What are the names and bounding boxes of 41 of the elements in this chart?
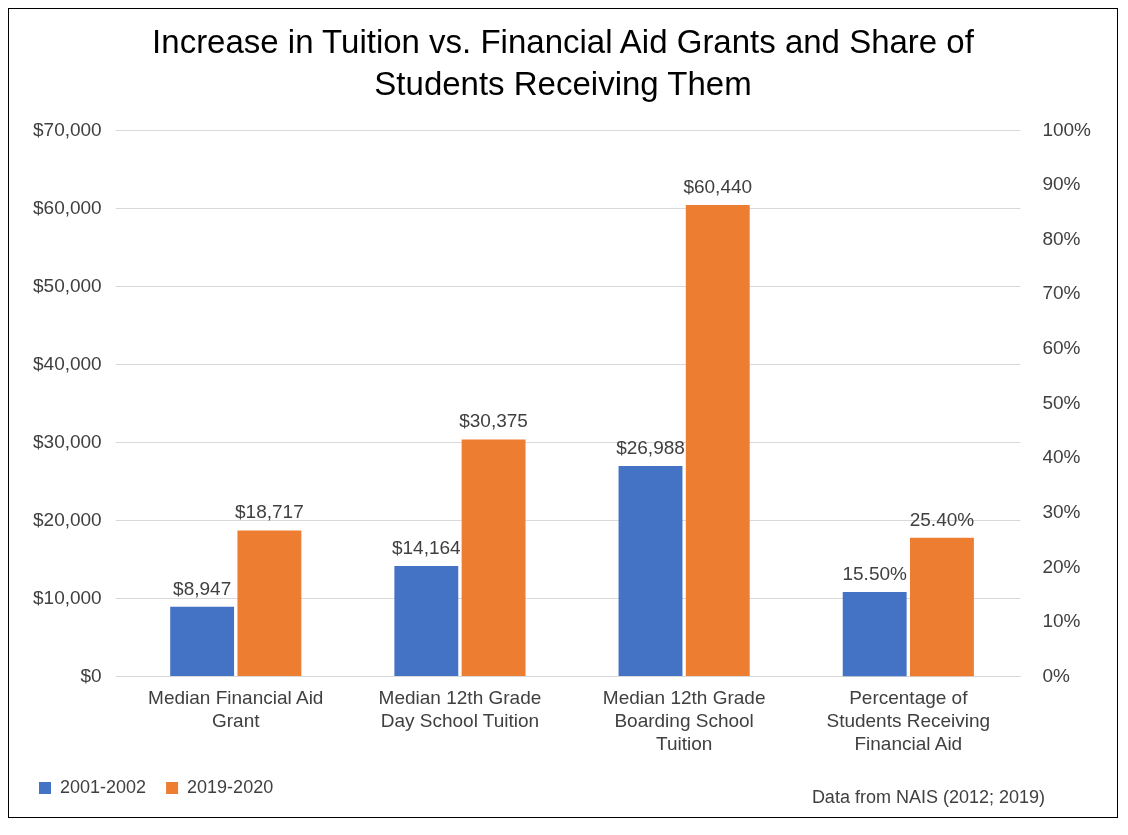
data-label: $60,440 [683, 175, 753, 197]
y2-tick-label: 80% [1042, 227, 1081, 249]
bar [618, 466, 683, 677]
text: Data from NAIS (2012; 2019) [811, 786, 1045, 807]
y-tick-label: $50,000 [32, 274, 102, 296]
y-tick-label: $20,000 [32, 508, 102, 530]
y2-tick-label: 40% [1042, 446, 1081, 468]
legend-label: 2001-2002 [60, 776, 147, 797]
x-tick-label: Percentage of Students Receiving Financial Aid [826, 687, 991, 754]
data-label: $18,717 [235, 501, 304, 523]
y-tick-label: $30,000 [32, 430, 102, 452]
y-tick-label: $70,000 [32, 118, 102, 140]
y-tick-label: $10,000 [32, 586, 102, 608]
data-label: $14,164 [391, 536, 462, 558]
y2-tick-label: 70% [1042, 282, 1081, 304]
y2-tick-label: 90% [1042, 173, 1081, 195]
y2-tick-label: 60% [1042, 337, 1081, 359]
y2-tick-label: 0% [1042, 664, 1070, 686]
bar [461, 439, 526, 677]
y-tick-label: $40,000 [32, 352, 102, 374]
data-label: 25.40% [909, 508, 975, 530]
legend-label: 2019-2020 [187, 776, 274, 797]
data-label: $26,988 [616, 436, 685, 458]
bar [685, 205, 750, 677]
data-label: 15.50% [842, 562, 908, 584]
y2-tick-label: 100% [1042, 118, 1092, 140]
bar [237, 530, 302, 677]
x-tick-label: Median 12th Grade Day School Tuition [378, 687, 542, 732]
y2-tick-label: 30% [1042, 500, 1081, 522]
data-label: $30,375 [459, 410, 528, 432]
chart-title: Increase in Tuition vs. Financial Aid Grants and Share of Students Receiving Them [151, 22, 975, 104]
data-label: $8,947 [173, 577, 232, 599]
x-tick-label: Median 12th Grade Boarding School Tuition [602, 687, 766, 754]
y2-tick-label: 20% [1042, 555, 1081, 577]
y-tick-label: $0 [80, 664, 102, 686]
x-tick-label: Median Financial Aid Grant [148, 687, 324, 732]
y-tick-label: $60,000 [32, 196, 102, 218]
bar [394, 566, 459, 677]
y2-tick-label: 50% [1042, 391, 1081, 413]
bar [170, 606, 235, 677]
y2-tick-label: 10% [1042, 610, 1081, 632]
